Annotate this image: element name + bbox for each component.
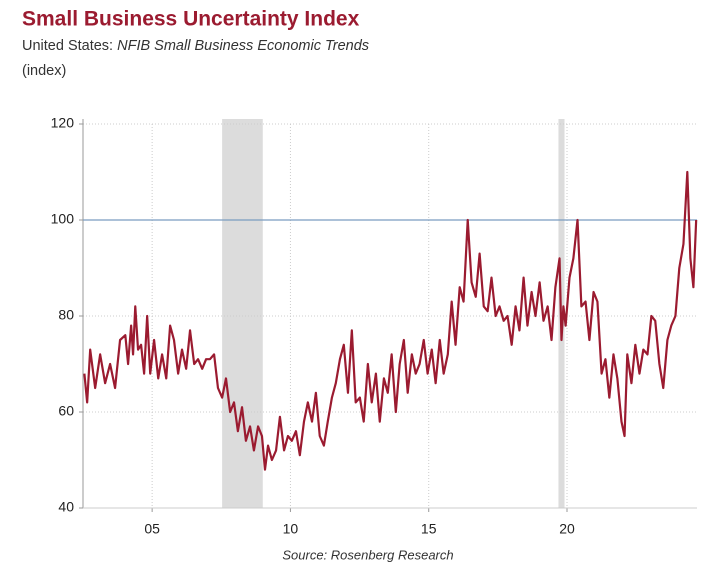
- series-line: [83, 170, 698, 471]
- unit-label: (index): [22, 63, 66, 79]
- x-tick-label: 10: [283, 521, 299, 537]
- x-tick-label: 15: [421, 521, 437, 537]
- shaded-period: [222, 119, 263, 508]
- y-tick-label: 40: [58, 499, 74, 515]
- y-tick-label: 100: [51, 211, 75, 227]
- y-tick-label: 120: [51, 115, 75, 131]
- y-tick-label: 80: [58, 307, 74, 323]
- source-note: Source: Rosenberg Research: [282, 547, 453, 562]
- chart-subtitle: United States: NFIB Small Business Econo…: [22, 38, 369, 54]
- subtitle-region: United States:: [22, 38, 113, 54]
- chart-title: Small Business Uncertainty Index: [22, 8, 360, 31]
- x-tick-label: 05: [144, 521, 160, 537]
- subtitle-source: NFIB Small Business Economic Trends: [117, 38, 369, 54]
- x-tick-label: 20: [559, 521, 575, 537]
- y-tick-label: 60: [58, 403, 74, 419]
